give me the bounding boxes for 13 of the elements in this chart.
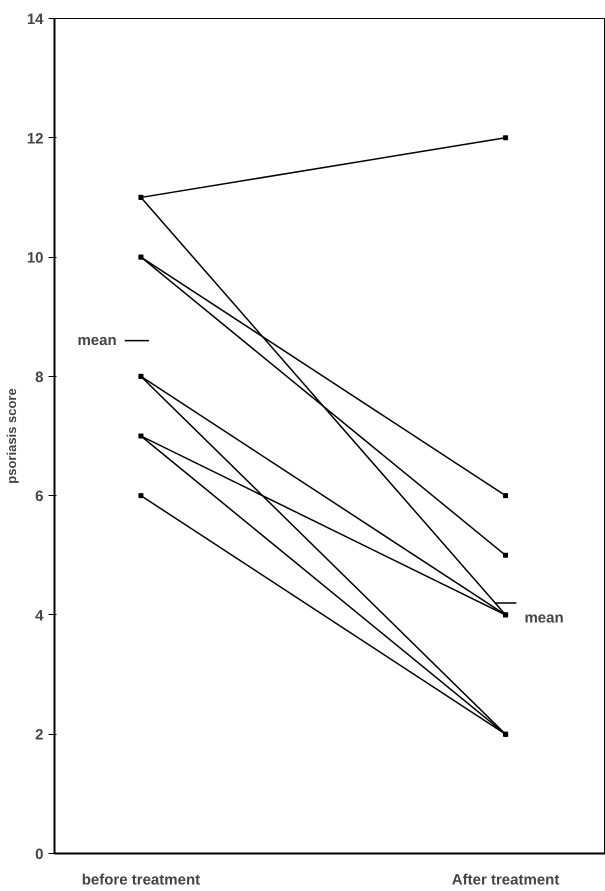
y-axis-title: psoriasis score xyxy=(4,388,19,484)
y-tick-label: 4 xyxy=(35,607,44,624)
y-tick-label: 12 xyxy=(26,130,44,148)
ref-line-label: mean xyxy=(77,332,117,350)
y-tick-label: 0 xyxy=(35,846,44,863)
x-tick-label: before treatment xyxy=(82,872,200,888)
y-tick-label: 14 xyxy=(26,11,44,28)
x-tick-label: After treatment xyxy=(452,872,560,888)
y-tick-label: 6 xyxy=(35,488,44,506)
ref-line-label: mean xyxy=(524,609,564,626)
y-tick-label: 10 xyxy=(26,250,44,267)
y-tick-label: 2 xyxy=(35,726,44,744)
y-tick-label: 8 xyxy=(35,368,44,386)
